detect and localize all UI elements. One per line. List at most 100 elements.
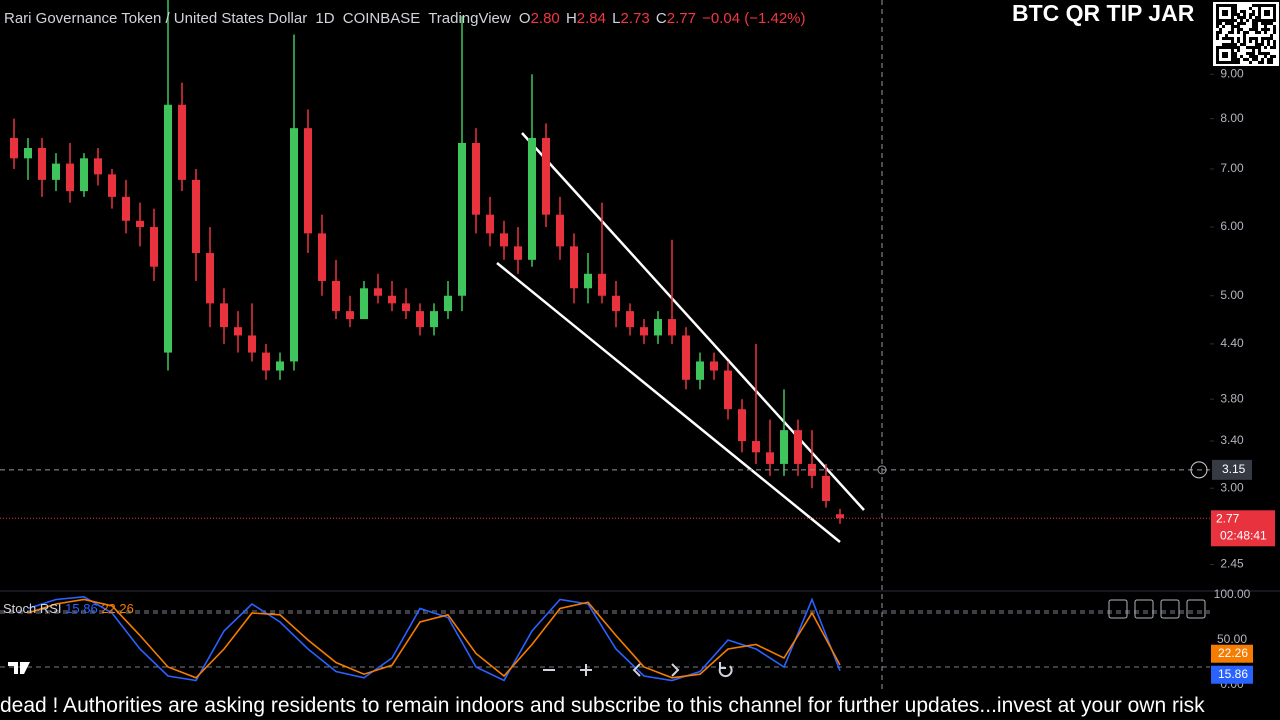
candle-body (178, 104, 186, 180)
candle-body (164, 104, 172, 353)
candle-body (766, 452, 774, 464)
qr-module (1264, 13, 1267, 16)
qr-module (1234, 4, 1237, 7)
qr-module (1258, 46, 1261, 49)
pane-button[interactable] (1186, 599, 1206, 619)
qr-module (1228, 31, 1231, 34)
qr-module (1216, 37, 1219, 40)
qr-module (1231, 28, 1234, 31)
qr-module (1222, 43, 1225, 46)
qr-module (1270, 4, 1273, 7)
qr-module (1228, 61, 1231, 64)
qr-module (1261, 40, 1264, 43)
y-tick-label: 6.00 (1220, 219, 1244, 233)
qr-module (1264, 10, 1267, 13)
qr-module (1267, 4, 1270, 7)
qr-module (1249, 7, 1252, 10)
pane-button[interactable] (1134, 599, 1154, 619)
qr-module (1270, 55, 1273, 58)
qr-module (1255, 46, 1258, 49)
qr-module (1228, 22, 1231, 25)
qr-module (1261, 37, 1264, 40)
candle-body (262, 352, 270, 371)
ohlc-key: L (612, 10, 621, 27)
qr-module (1231, 46, 1234, 49)
qr-module (1243, 31, 1246, 34)
qr-module (1216, 55, 1219, 58)
qr-module (1228, 4, 1231, 7)
candle-body (206, 253, 214, 304)
qr-module (1249, 37, 1252, 40)
qr-module (1252, 22, 1255, 25)
scroll-right-button[interactable] (671, 663, 680, 677)
candle-body (584, 273, 592, 289)
qr-module (1219, 28, 1222, 31)
qr-module (1222, 61, 1225, 64)
qr-module (1243, 16, 1246, 19)
qr-module (1222, 52, 1225, 55)
qr-module (1228, 19, 1231, 22)
reset-button[interactable] (718, 662, 733, 678)
qr-module (1258, 43, 1261, 46)
qr-module (1231, 40, 1234, 43)
qr-module (1255, 25, 1258, 28)
qr-module (1252, 46, 1255, 49)
candle-body (346, 311, 354, 320)
qr-module (1267, 22, 1270, 25)
qr-module (1270, 19, 1273, 22)
qr-module (1267, 52, 1270, 55)
qr-module (1219, 4, 1222, 7)
qr-module (1234, 19, 1237, 22)
qr-module (1270, 37, 1273, 40)
symbol-header: Rari Governance Token / United States Do… (4, 10, 808, 27)
qr-module (1216, 10, 1219, 13)
qr-module (1255, 22, 1258, 25)
qr-module (1258, 52, 1261, 55)
candle-body (52, 163, 60, 180)
candle-body (402, 303, 410, 312)
scroll-left-button[interactable] (632, 663, 641, 677)
add-alert-button[interactable] (1190, 461, 1208, 479)
candle-body (654, 319, 662, 336)
news-ticker: dead ! Authorities are asking residents … (0, 694, 1280, 720)
qr-modules (1216, 4, 1276, 64)
qr-module (1261, 58, 1264, 61)
y-tick-label: 100.00 (1214, 587, 1251, 601)
qr-module (1231, 16, 1234, 19)
qr-module (1273, 7, 1276, 10)
qr-module (1216, 46, 1219, 49)
qr-module (1258, 10, 1261, 13)
qr-module (1246, 46, 1249, 49)
candle-body (682, 335, 690, 380)
qr-module (1246, 58, 1249, 61)
qr-module (1234, 61, 1237, 64)
candle-body (10, 137, 18, 159)
candle-body (794, 430, 802, 464)
qr-module (1255, 43, 1258, 46)
pane-button[interactable] (1160, 599, 1180, 619)
qr-module (1231, 25, 1234, 28)
qr-module (1234, 25, 1237, 28)
qr-module (1258, 7, 1261, 10)
qr-module (1231, 13, 1234, 16)
qr-module (1222, 13, 1225, 16)
qr-module (1270, 46, 1273, 49)
candle-body (752, 441, 760, 453)
candle-body (696, 361, 704, 380)
trend-line (521, 132, 865, 511)
zoom-in-button[interactable] (580, 664, 592, 676)
qr-module (1258, 31, 1261, 34)
pane-button[interactable] (1108, 599, 1128, 619)
ohlc-key: O (518, 10, 531, 27)
qr-module (1273, 43, 1276, 46)
qr-module (1267, 61, 1270, 64)
candle-body (836, 514, 844, 519)
qr-module (1240, 19, 1243, 22)
qr-module (1222, 10, 1225, 13)
candle-body (80, 158, 88, 192)
qr-module (1252, 58, 1255, 61)
qr-module (1231, 22, 1234, 25)
symbol-title: Rari Governance Token / United States Do… (4, 10, 308, 27)
